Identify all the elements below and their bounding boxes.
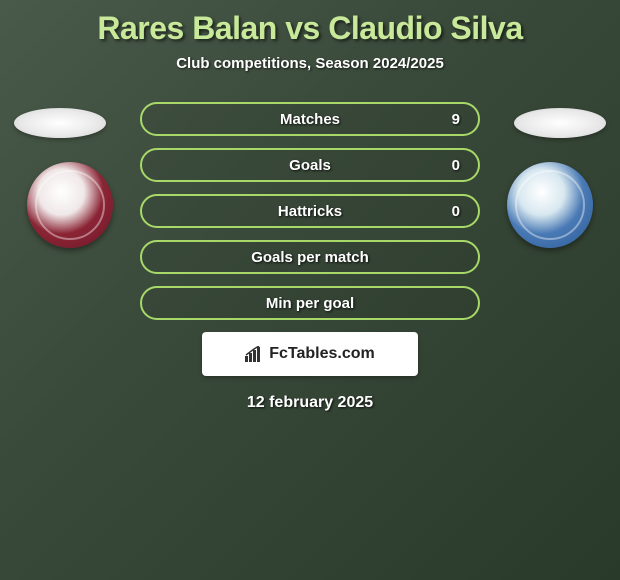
club-badge-left — [27, 162, 113, 248]
club-badge-left-inner — [35, 170, 105, 240]
stat-value: 0 — [452, 157, 460, 174]
stat-value: 0 — [452, 203, 460, 220]
footer-date: 12 february 2025 — [0, 394, 620, 412]
stat-label: Matches — [280, 111, 340, 128]
stat-value: 9 — [452, 111, 460, 128]
stat-row-matches: Matches 9 — [140, 102, 480, 136]
page-title: Rares Balan vs Claudio Silva — [0, 0, 620, 47]
stat-label: Goals per match — [251, 249, 369, 266]
bar-chart-icon — [245, 346, 263, 362]
stat-label: Goals — [289, 157, 331, 174]
comparison-content: Matches 9 Goals 0 Hattricks 0 Goals per … — [0, 102, 620, 412]
club-badge-right-inner — [515, 170, 585, 240]
stat-row-min-per-goal: Min per goal — [140, 286, 480, 320]
page-subtitle: Club competitions, Season 2024/2025 — [0, 55, 620, 72]
stat-row-hattricks: Hattricks 0 — [140, 194, 480, 228]
stat-label: Min per goal — [266, 295, 354, 312]
club-badge-right — [507, 162, 593, 248]
brand-box: FcTables.com — [202, 332, 418, 376]
stat-row-goals-per-match: Goals per match — [140, 240, 480, 274]
brand-text: FcTables.com — [269, 345, 375, 363]
stat-label: Hattricks — [278, 203, 342, 220]
stats-list: Matches 9 Goals 0 Hattricks 0 Goals per … — [140, 102, 480, 320]
stat-row-goals: Goals 0 — [140, 148, 480, 182]
player-left-oval — [14, 108, 106, 138]
player-right-oval — [514, 108, 606, 138]
